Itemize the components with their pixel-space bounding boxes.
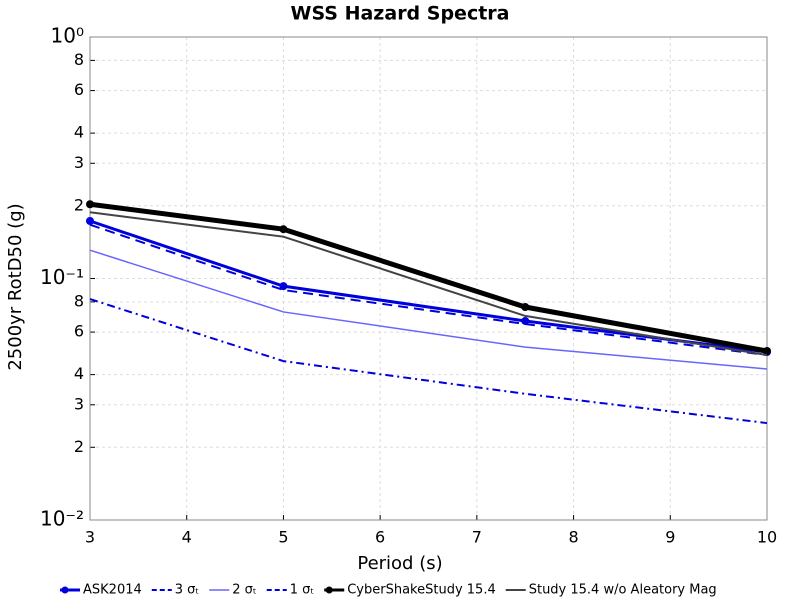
point [86,217,94,226]
legend-item: 3 σₜ [151,583,200,598]
legend-label: ASK2014 [83,583,142,598]
x-tick-label: 5 [278,528,288,547]
plot-frame [89,36,768,521]
chart-title: WSS Hazard Spectra [291,3,510,25]
point [279,225,288,234]
series-line [89,298,768,425]
legend-item: CyberShakeStudy 15.4 [324,583,496,598]
y-tick-label: 3 [74,394,84,413]
legend-label: CyberShakeStudy 15.4 [347,583,496,598]
x-tick-label: 4 [182,528,192,547]
y-tick-label: 3 [74,153,84,172]
y-tick-label: 8 [74,50,84,69]
x-tick-label: 7 [472,528,482,547]
legend-label: 3 σₜ [175,583,200,598]
x-tick-label: 9 [665,528,675,547]
y-tick-label: 8 [74,291,84,310]
legend-label: 2 σₜ [232,583,257,598]
y-tick-label: 10⁻¹ [40,265,84,289]
legend-marker [325,586,333,594]
y-tick-label: 2 [74,195,84,214]
point [521,303,530,312]
y-tick-label: 6 [74,80,84,99]
series-line [89,223,768,357]
legend-item: 1 σₜ [266,583,315,598]
x-tick-label: 10 [757,528,777,547]
legend-marker [61,586,69,594]
point [521,316,530,325]
y-tick-label: 10⁻² [40,507,84,531]
y-tick-label: 10⁰ [51,24,84,48]
legend-item: Study 15.4 w/o Aleatory Mag [505,583,717,598]
series-line [89,219,768,354]
x-axis-label: Period (s) [357,553,442,574]
legend-item: 2 σₜ [209,583,257,598]
point [763,346,771,355]
x-tick-label: 8 [568,528,578,547]
x-tick-label: 6 [375,528,385,547]
legend-item: ASK2014 [60,583,142,598]
x-tick-label: 3 [85,528,95,547]
point [279,282,288,291]
point [86,200,94,209]
y-tick-label: 4 [74,364,84,383]
y-tick-label: 6 [74,322,84,341]
y-axis-label: 2500yr RotD50 (g) [5,203,26,370]
series-line [89,211,768,357]
series-line [89,249,768,370]
legend-label: Study 15.4 w/o Aleatory Mag [529,583,717,598]
y-tick-label: 4 [74,123,84,142]
y-tick-label: 2 [74,437,84,456]
legend-label: 1 σₜ [290,583,315,598]
series-line [89,201,768,354]
